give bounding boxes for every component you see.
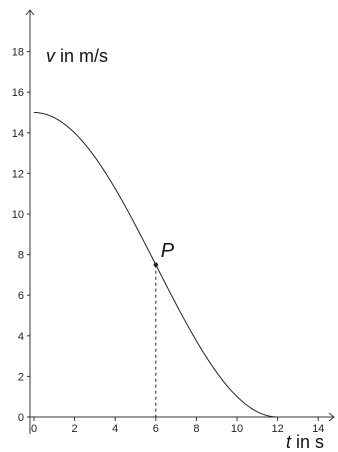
x-tick-label: 4 [112, 423, 118, 435]
y-ticks: 0 2 4 6 8 10 12 14 16 18 [12, 47, 30, 424]
axes [25, 9, 335, 434]
y-tick-label: 18 [12, 47, 24, 59]
x-tick-label: 0 [31, 423, 37, 435]
y-axis-unit: in m/s [55, 46, 108, 66]
x-axis-title: t in s [286, 432, 324, 452]
y-tick-label: 0 [18, 412, 24, 424]
y-tick-label: 2 [18, 371, 24, 383]
x-axis-unit: in s [291, 432, 324, 452]
y-axis-arrow [25, 9, 35, 16]
y-tick-label: 14 [12, 128, 24, 140]
y-tick-label: 4 [18, 331, 24, 343]
y-tick-label: 10 [12, 209, 24, 221]
y-axis-title: v in m/s [46, 46, 108, 66]
y-tick-label: 8 [18, 250, 24, 262]
x-tick-label: 2 [72, 423, 78, 435]
x-axis-arrow [328, 412, 335, 422]
x-ticks: 0 2 4 6 8 10 12 14 [31, 417, 324, 435]
y-tick-label: 6 [18, 290, 24, 302]
y-tick-label: 12 [12, 168, 24, 180]
y-axis-variable: v [46, 46, 56, 66]
point-p-marker [153, 262, 158, 267]
x-axis-variable: t [286, 432, 292, 452]
point-p-label: P [161, 240, 175, 262]
y-tick-label: 16 [12, 87, 24, 99]
x-tick-label: 8 [193, 423, 199, 435]
x-tick-label: 12 [271, 423, 283, 435]
x-tick-label: 6 [153, 423, 159, 435]
x-tick-label: 14 [312, 423, 324, 435]
x-tick-label: 10 [231, 423, 243, 435]
